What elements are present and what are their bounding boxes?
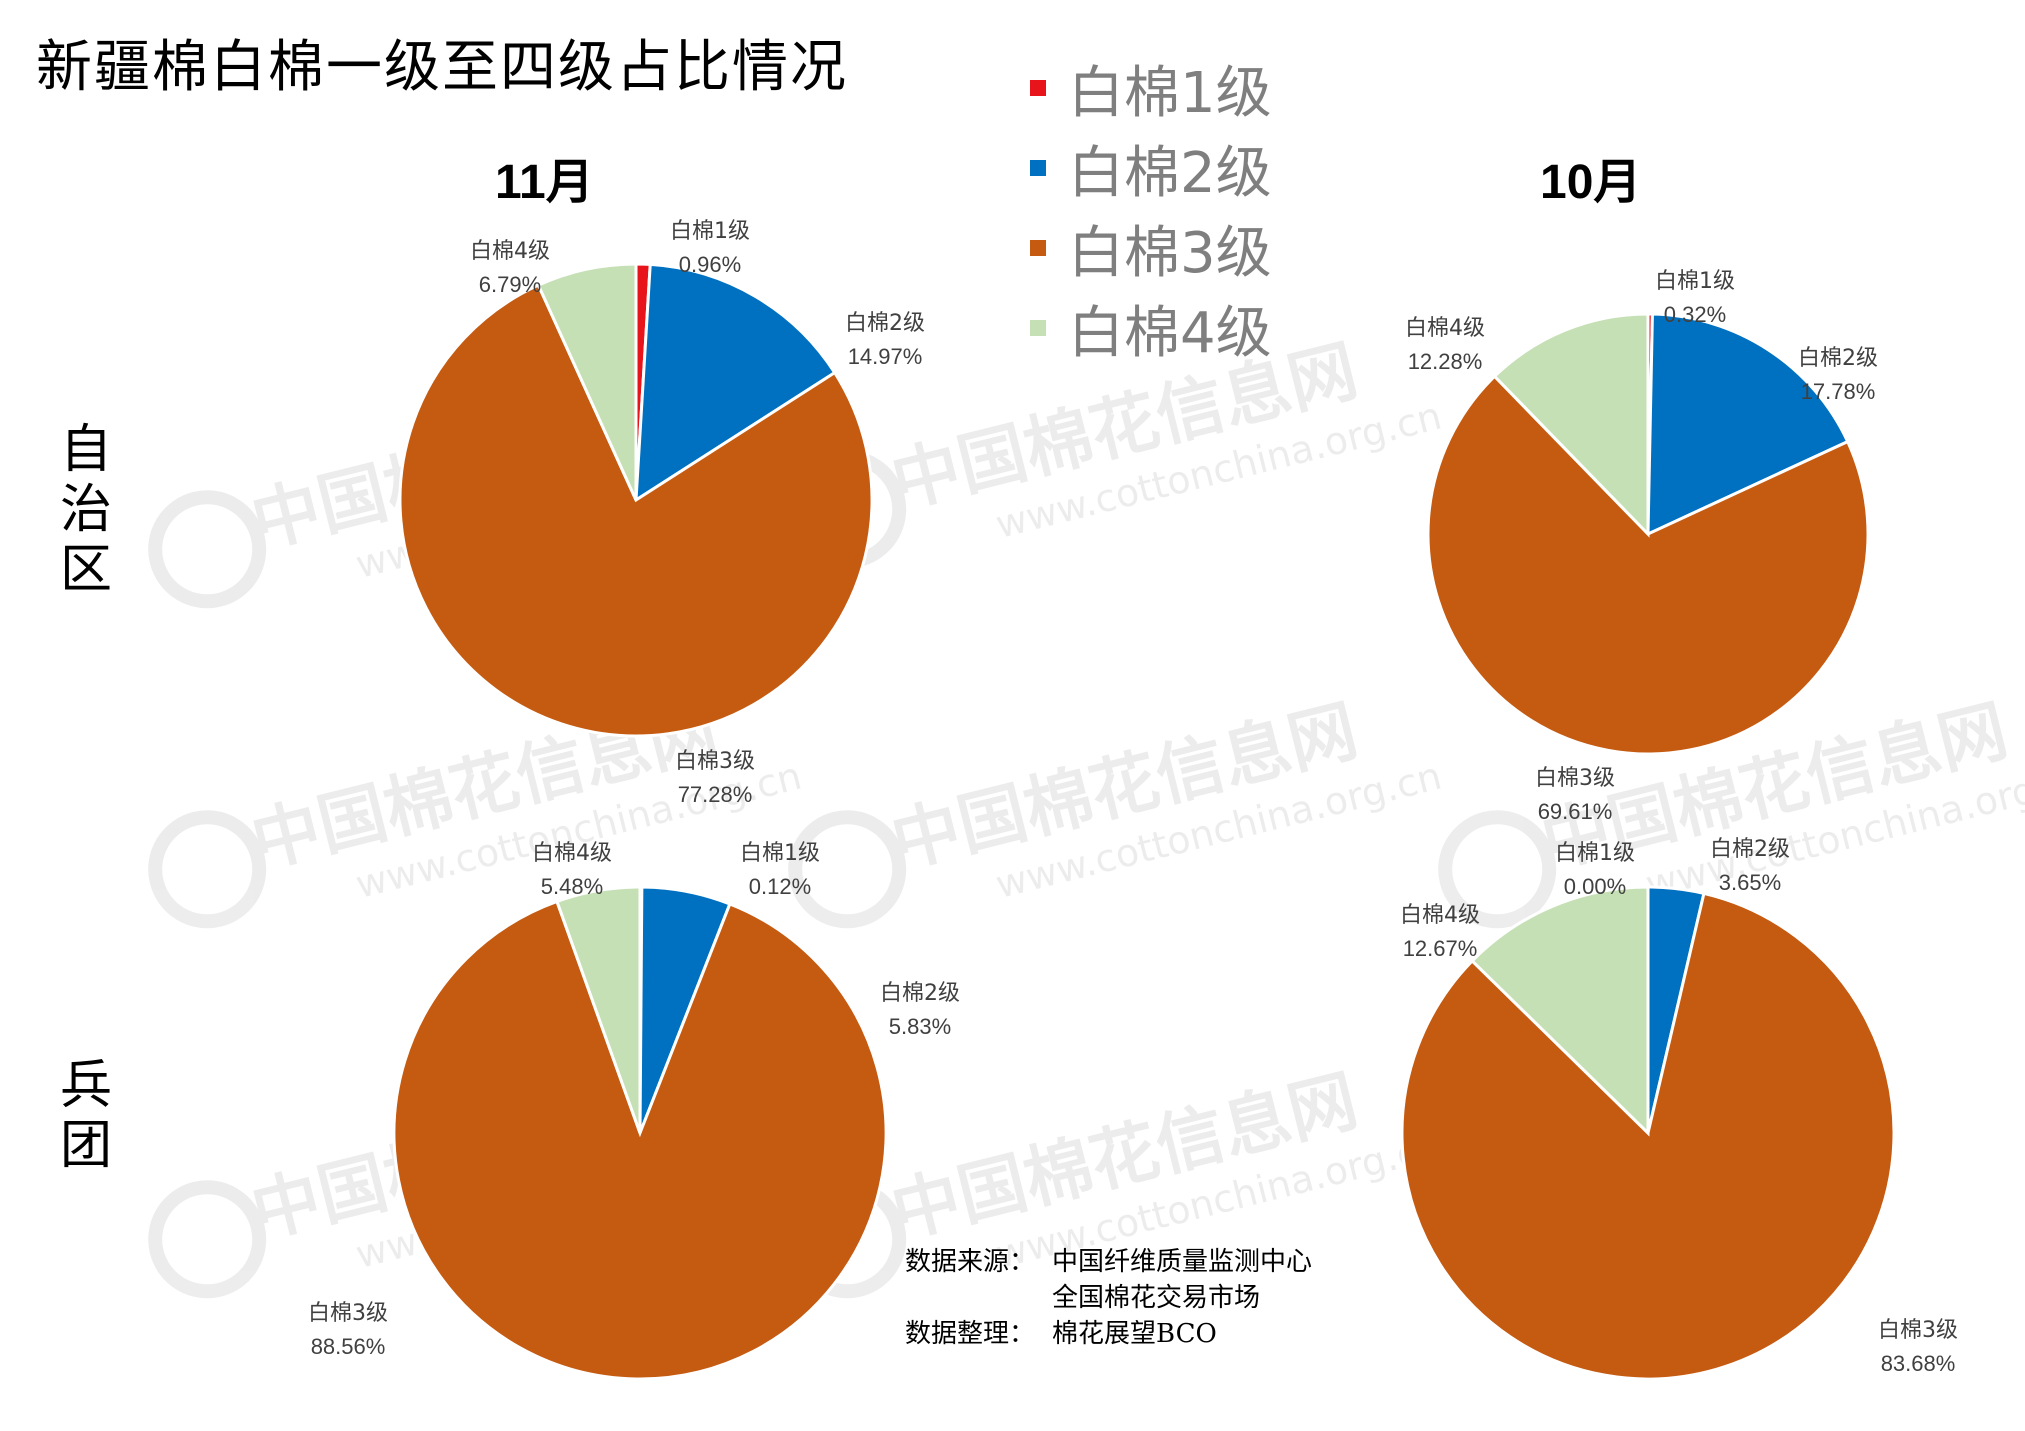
legend-swatch-grade2 bbox=[1030, 160, 1046, 176]
row-label-char: 兵 bbox=[59, 1056, 112, 1116]
row-label-char: 自 bbox=[59, 420, 112, 480]
slice-category-label: 白棉2级 bbox=[1710, 837, 1790, 862]
legend-item-grade3: 白棉3级 bbox=[1030, 208, 1272, 288]
slice-category-label: 白棉2级 bbox=[880, 981, 960, 1006]
slice-value-label: 3.65% bbox=[1719, 870, 1781, 895]
row-label-corps: 兵 团 bbox=[56, 1056, 116, 1176]
legend-swatch-grade1 bbox=[1030, 80, 1046, 96]
pie-slice-grade4 bbox=[1470, 885, 1650, 1137]
pie-slice-grade3 bbox=[1426, 374, 1870, 756]
slice-category-label: 白棉3级 bbox=[1535, 766, 1615, 791]
pie-slice-grade4 bbox=[1492, 312, 1650, 538]
legend-item-grade4: 白棉4级 bbox=[1030, 288, 1272, 368]
source-value: 中国纤维质量监测中心 bbox=[1052, 1247, 1313, 1277]
legend-item-grade2: 白棉2级 bbox=[1030, 128, 1272, 208]
slice-category-label: 白棉4级 bbox=[532, 841, 612, 866]
slice-value-label: 6.79% bbox=[479, 272, 541, 297]
slice-category-label: 白棉4级 bbox=[1405, 316, 1485, 341]
row-label-char: 治 bbox=[59, 480, 112, 540]
source-key-spacer bbox=[905, 1280, 1052, 1316]
column-title-nov: 11月 bbox=[495, 156, 594, 209]
slice-category-label: 白棉2级 bbox=[1798, 346, 1878, 371]
data-source-note: 数据来源： 中国纤维质量监测中心 全国棉花交易市场 数据整理： 棉花展望BCO bbox=[905, 1244, 1312, 1352]
pie-slice-grade2 bbox=[634, 262, 837, 503]
slice-value-label: 12.28% bbox=[1408, 349, 1483, 374]
pie-slice-grade4 bbox=[555, 885, 642, 1134]
slice-category-label: 白棉4级 bbox=[1400, 903, 1480, 928]
legend-swatch-grade4 bbox=[1030, 320, 1046, 336]
slice-category-label: 白棉1级 bbox=[1555, 841, 1635, 866]
legend-swatch-grade3 bbox=[1030, 240, 1046, 256]
slice-category-label: 白棉3级 bbox=[675, 749, 755, 774]
slice-value-label: 5.83% bbox=[889, 1014, 951, 1039]
row-label-char: 区 bbox=[59, 540, 112, 600]
compiler-key: 数据整理： bbox=[905, 1319, 1036, 1349]
slice-value-label: 0.96% bbox=[679, 252, 741, 277]
slice-category-label: 白棉1级 bbox=[670, 219, 750, 244]
legend: 白棉1级 白棉2级 白棉3级 白棉4级 bbox=[1030, 48, 1272, 368]
pie-slice-grade3 bbox=[392, 899, 888, 1381]
slice-category-label: 白棉1级 bbox=[1655, 269, 1735, 294]
row-label-char: 团 bbox=[59, 1116, 112, 1176]
slice-category-label: 白棉3级 bbox=[308, 1301, 388, 1326]
pie-slice-grade3 bbox=[398, 283, 874, 738]
slice-value-label: 77.28% bbox=[678, 782, 753, 807]
source-value: 全国棉花交易市场 bbox=[1052, 1283, 1261, 1313]
page-title: 新疆棉白棉一级至四级占比情况 bbox=[36, 35, 848, 100]
pie-slice-grade2 bbox=[1646, 312, 1850, 537]
legend-label-grade1: 白棉1级 bbox=[1068, 60, 1272, 126]
source-key: 数据来源： bbox=[905, 1247, 1036, 1277]
slice-category-label: 白棉4级 bbox=[470, 239, 550, 264]
slice-value-label: 12.67% bbox=[1403, 936, 1478, 961]
slice-value-label: 0.00% bbox=[1564, 874, 1626, 899]
slice-value-label: 83.68% bbox=[1881, 1351, 1956, 1376]
column-title-oct: 10月 bbox=[1540, 156, 1642, 209]
slice-value-label: 17.78% bbox=[1801, 379, 1876, 404]
slice-value-label: 0.32% bbox=[1664, 302, 1726, 327]
legend-label-grade3: 白棉3级 bbox=[1068, 220, 1272, 286]
row-label-autonomous-region: 自 治 区 bbox=[56, 420, 116, 600]
legend-item-grade1: 白棉1级 bbox=[1030, 48, 1272, 128]
compiler-value: 棉花展望BCO bbox=[1052, 1319, 1217, 1349]
slice-value-label: 88.56% bbox=[311, 1334, 386, 1359]
slice-category-label: 白棉2级 bbox=[845, 311, 925, 336]
pie-slice-grade4 bbox=[536, 262, 638, 501]
legend-label-grade2: 白棉2级 bbox=[1068, 140, 1272, 206]
slice-value-label: 69.61% bbox=[1538, 799, 1613, 824]
slice-value-label: 5.48% bbox=[541, 874, 603, 899]
legend-label-grade4: 白棉4级 bbox=[1068, 300, 1272, 366]
slice-category-label: 白棉1级 bbox=[740, 841, 820, 866]
pie-slice-grade3 bbox=[1400, 891, 1896, 1381]
slice-value-label: 14.97% bbox=[848, 344, 923, 369]
slice-value-label: 0.12% bbox=[749, 874, 811, 899]
slice-category-label: 白棉3级 bbox=[1878, 1318, 1958, 1343]
